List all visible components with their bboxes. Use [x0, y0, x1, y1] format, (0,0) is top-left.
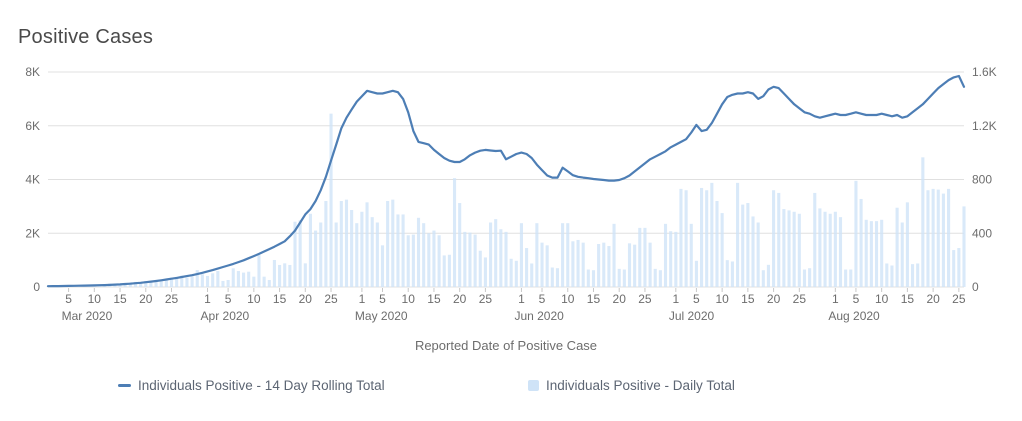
svg-text:25: 25 — [165, 292, 179, 306]
svg-text:15: 15 — [901, 292, 915, 306]
svg-text:5: 5 — [539, 292, 546, 306]
legend-label-daily-total: Individuals Positive - Daily Total — [546, 377, 735, 393]
svg-text:Mar 2020: Mar 2020 — [62, 309, 113, 323]
svg-text:15: 15 — [273, 292, 287, 306]
legend-label-rolling-total: Individuals Positive - 14 Day Rolling To… — [138, 377, 385, 393]
svg-text:0: 0 — [972, 280, 979, 294]
svg-text:5: 5 — [225, 292, 232, 306]
svg-text:10: 10 — [402, 292, 416, 306]
svg-text:1.2K: 1.2K — [972, 119, 997, 133]
legend-item-daily-total: Individuals Positive - Daily Total — [528, 376, 735, 394]
svg-text:25: 25 — [479, 292, 493, 306]
svg-text:15: 15 — [427, 292, 441, 306]
svg-text:0: 0 — [33, 280, 40, 294]
svg-text:Apr 2020: Apr 2020 — [201, 309, 250, 323]
svg-text:20: 20 — [613, 292, 627, 306]
svg-text:20: 20 — [767, 292, 781, 306]
svg-text:20: 20 — [453, 292, 467, 306]
svg-text:15: 15 — [113, 292, 127, 306]
svg-text:Jul 2020: Jul 2020 — [669, 309, 715, 323]
svg-text:1: 1 — [204, 292, 211, 306]
svg-text:Aug 2020: Aug 2020 — [828, 309, 880, 323]
svg-text:2K: 2K — [25, 226, 40, 240]
svg-text:Jun 2020: Jun 2020 — [514, 309, 564, 323]
svg-text:1: 1 — [359, 292, 366, 306]
svg-text:10: 10 — [875, 292, 889, 306]
daily-total-bars — [46, 113, 966, 287]
svg-text:25: 25 — [952, 292, 966, 306]
svg-text:20: 20 — [139, 292, 153, 306]
svg-text:10: 10 — [561, 292, 575, 306]
x-axis-title: Reported Date of Positive Case — [414, 338, 598, 353]
svg-text:15: 15 — [587, 292, 601, 306]
svg-text:400: 400 — [972, 226, 992, 240]
svg-text:10: 10 — [247, 292, 261, 306]
svg-text:15: 15 — [741, 292, 755, 306]
svg-text:10: 10 — [715, 292, 729, 306]
svg-text:1: 1 — [672, 292, 679, 306]
svg-text:25: 25 — [324, 292, 338, 306]
svg-text:5: 5 — [379, 292, 386, 306]
chart-legend: Individuals Positive - 14 Day Rolling To… — [0, 376, 1022, 396]
rolling-total-line — [46, 74, 966, 288]
svg-text:25: 25 — [638, 292, 652, 306]
svg-text:25: 25 — [793, 292, 807, 306]
svg-text:4K: 4K — [25, 173, 40, 187]
svg-text:8K: 8K — [25, 65, 40, 79]
svg-text:1.6K: 1.6K — [972, 65, 997, 79]
bar-series-marker-icon — [528, 379, 539, 391]
x-axis-labels — [68, 288, 960, 292]
svg-text:10: 10 — [88, 292, 102, 306]
svg-text:1: 1 — [832, 292, 839, 306]
svg-text:1: 1 — [518, 292, 525, 306]
svg-text:20: 20 — [926, 292, 940, 306]
svg-text:6K: 6K — [25, 119, 40, 133]
svg-text:5: 5 — [693, 292, 700, 306]
svg-text:800: 800 — [972, 173, 992, 187]
line-series-marker-icon — [118, 383, 131, 387]
legend-item-rolling-total: Individuals Positive - 14 Day Rolling To… — [118, 376, 385, 394]
svg-text:20: 20 — [299, 292, 313, 306]
svg-text:5: 5 — [65, 292, 72, 306]
chart-title: Positive Cases — [18, 26, 154, 48]
svg-text:5: 5 — [853, 292, 860, 306]
svg-text:May 2020: May 2020 — [355, 309, 408, 323]
